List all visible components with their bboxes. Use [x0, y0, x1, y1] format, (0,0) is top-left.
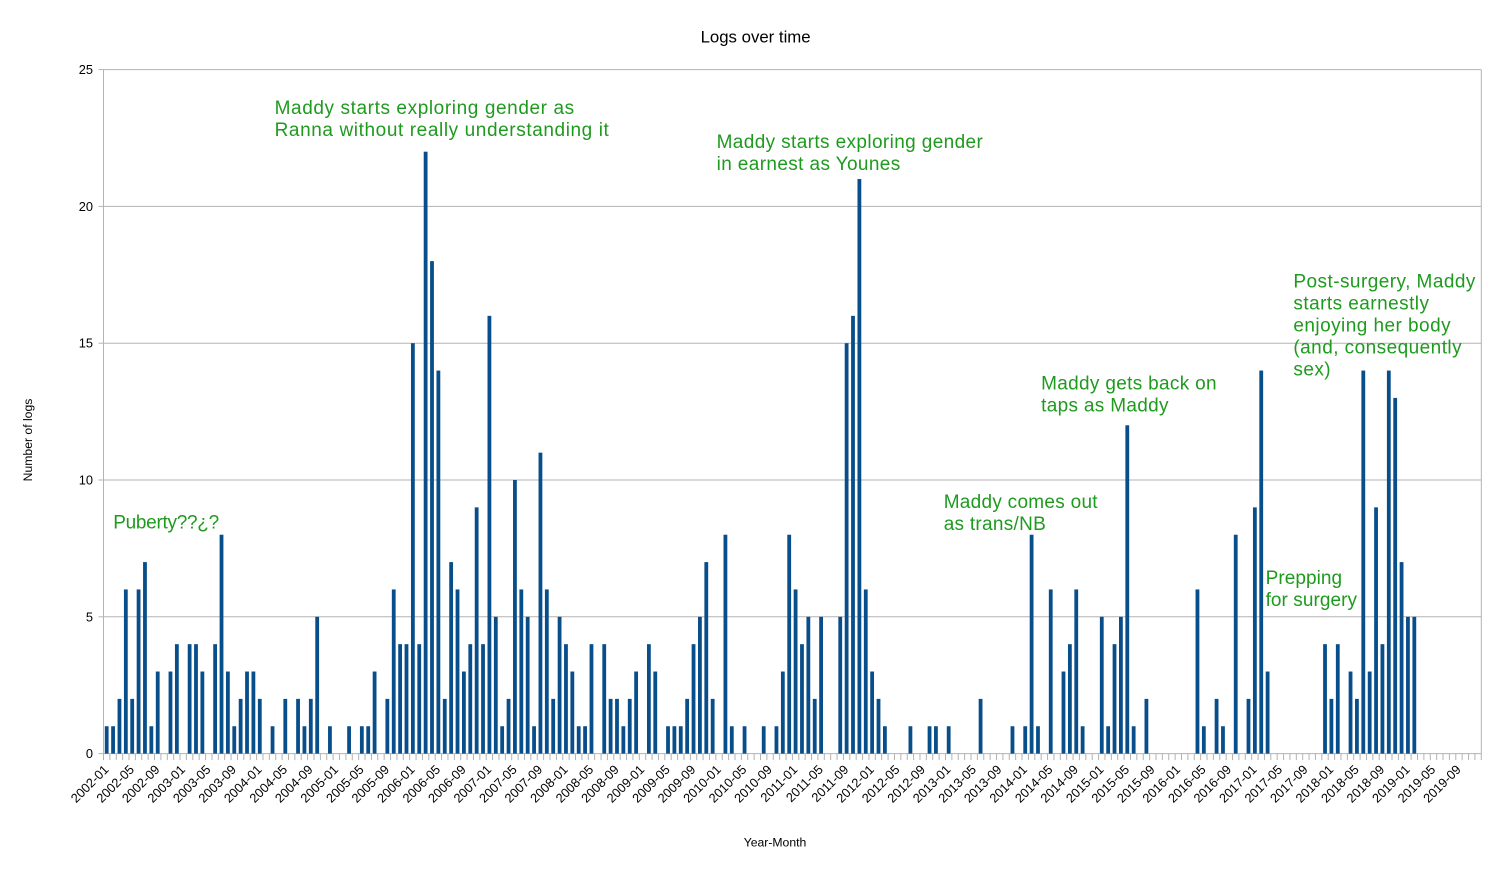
svg-text:Maddy gets back on: Maddy gets back on [1041, 374, 1217, 395]
svg-text:sex): sex) [1293, 359, 1331, 380]
svg-text:20: 20 [79, 199, 93, 214]
svg-text:for surgery: for surgery [1266, 590, 1358, 611]
svg-text:Logs over time: Logs over time [701, 28, 811, 47]
svg-text:0: 0 [86, 746, 93, 761]
svg-text:25: 25 [79, 62, 93, 77]
svg-text:in earnest as Younes: in earnest as Younes [717, 154, 901, 175]
svg-text:Ranna without really understan: Ranna without really understanding it [275, 120, 610, 141]
svg-text:taps as Maddy: taps as Maddy [1041, 396, 1169, 417]
svg-text:Maddy starts exploring gender: Maddy starts exploring gender as [275, 98, 575, 119]
svg-text:enjoying her body: enjoying her body [1293, 316, 1451, 337]
svg-text:Number of logs: Number of logs [21, 399, 35, 482]
svg-text:Prepping: Prepping [1266, 568, 1343, 589]
svg-text:Year-Month: Year-Month [744, 836, 807, 850]
svg-text:10: 10 [79, 473, 93, 488]
svg-text:Post-surgery, Maddy: Post-surgery, Maddy [1293, 272, 1475, 293]
svg-text:Maddy comes out: Maddy comes out [944, 492, 1099, 513]
svg-text:Maddy starts exploring gender: Maddy starts exploring gender [717, 132, 984, 153]
svg-text:15: 15 [79, 336, 93, 351]
svg-text:(and, consequently: (and, consequently [1293, 337, 1462, 358]
svg-text:starts earnestly: starts earnestly [1293, 294, 1429, 315]
svg-text:as trans/NB: as trans/NB [944, 514, 1046, 535]
svg-text:5: 5 [86, 609, 93, 624]
svg-text:Puberty??¿?: Puberty??¿? [113, 513, 219, 534]
